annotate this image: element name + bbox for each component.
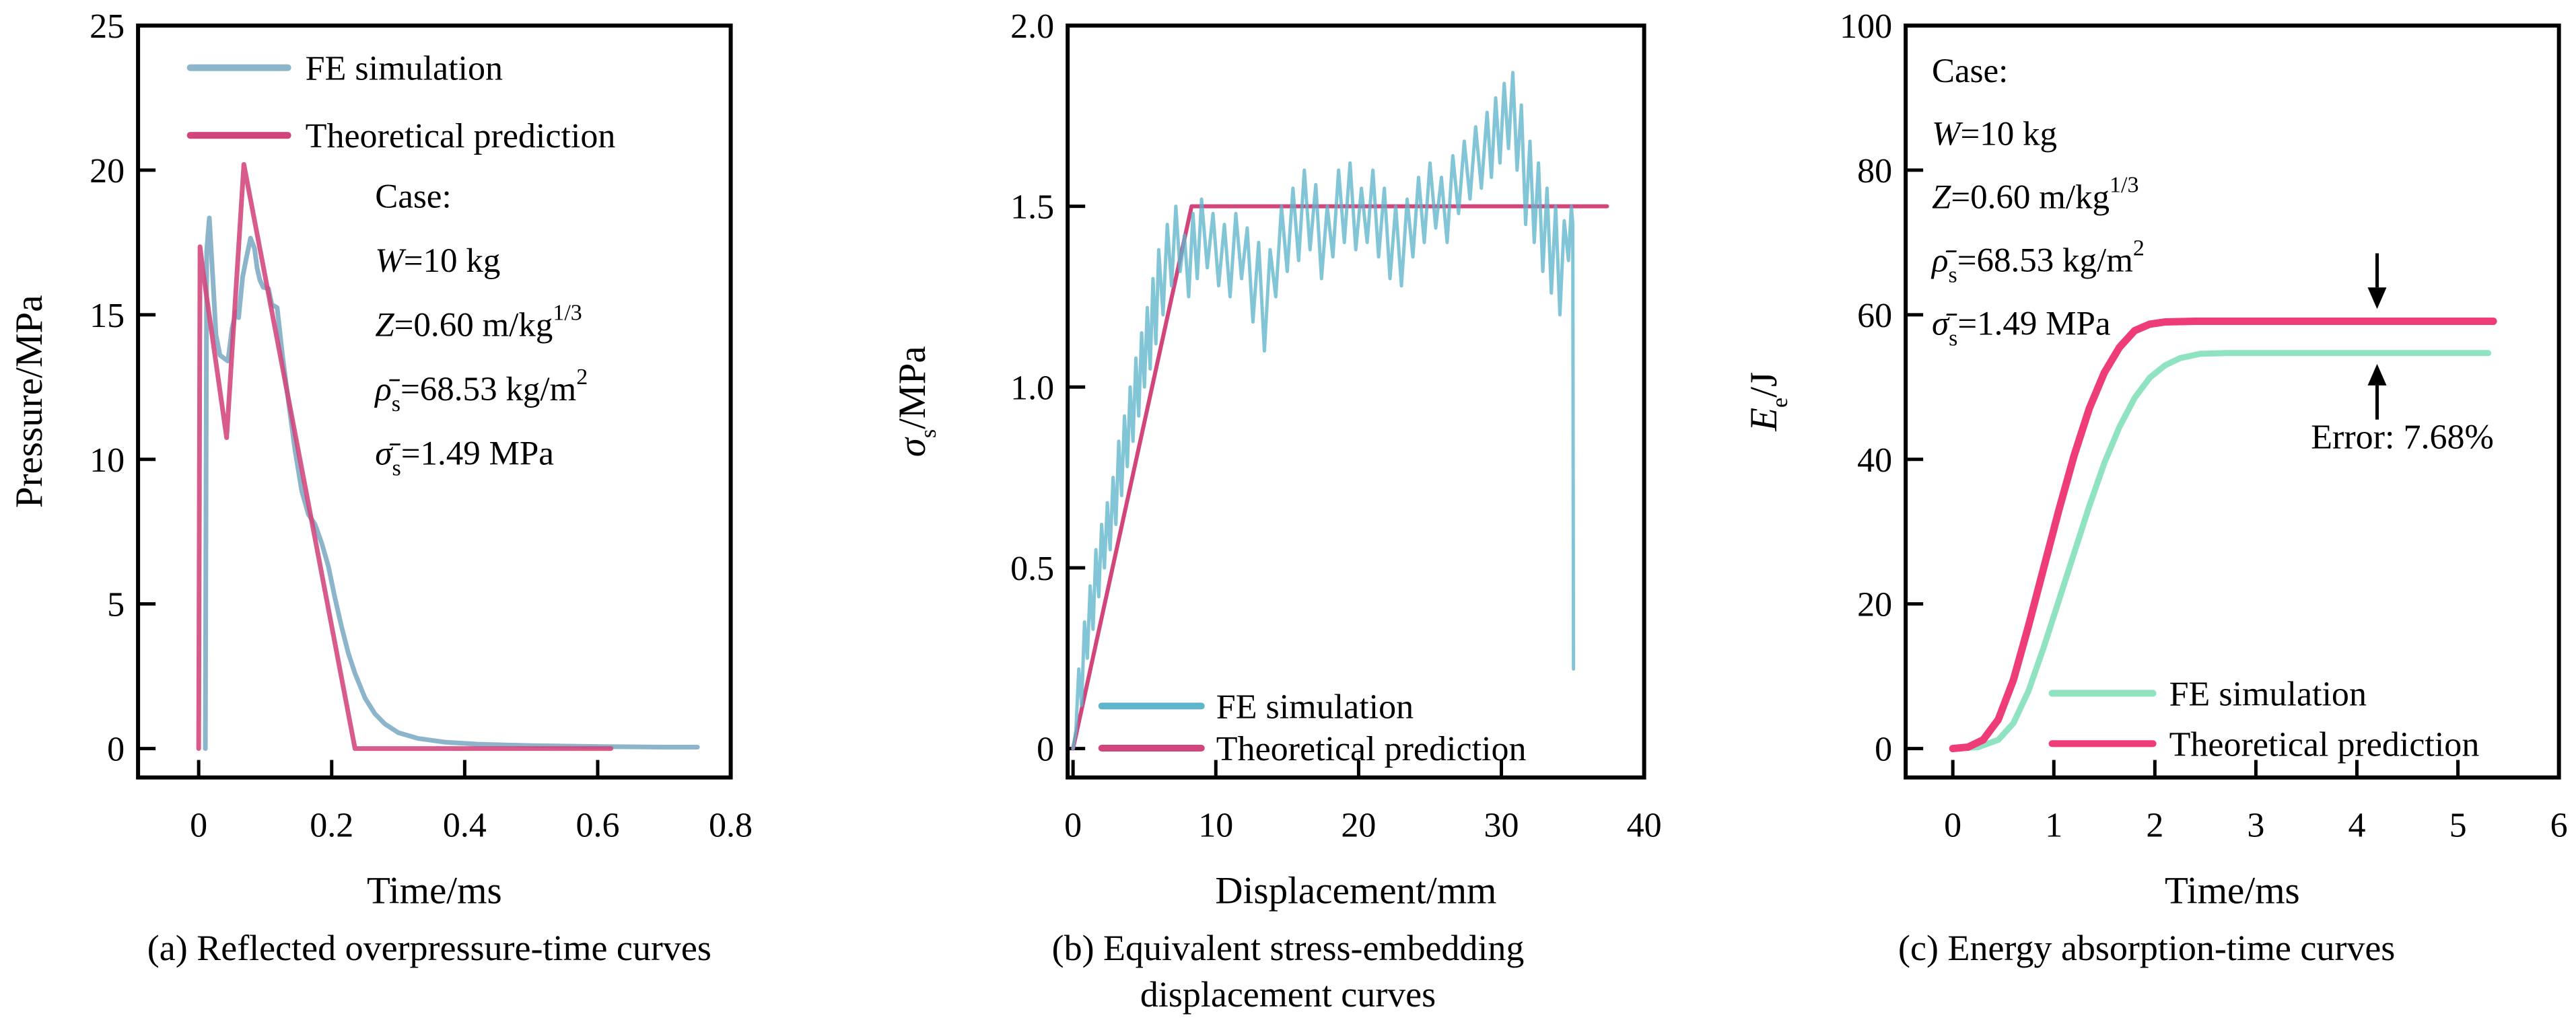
series-theoretical-prediction	[196, 161, 614, 752]
case-annotation-line: Case:	[375, 178, 451, 215]
legend-label: FE simulation	[1216, 688, 1413, 726]
y-tick-label: 0	[1875, 731, 1892, 769]
legend-label: Theoretical prediction	[306, 117, 616, 155]
y-tick-label: 1.0	[1010, 369, 1054, 407]
legend-label: FE simulation	[306, 50, 503, 88]
chart-a-reflected-overpressure: 0 0.2 0.4 0.6 0.8 0 5 10 15 20 25 Time/ms Pressure/M…	[8, 7, 753, 912]
x-tick-label: 10	[1198, 807, 1233, 845]
case-annotation-line: W=10 kg	[1932, 116, 2057, 153]
series-fe-simulation	[1071, 71, 1575, 751]
y-tick-label: 10	[90, 441, 125, 480]
y-tick-label: 1.5	[1010, 188, 1054, 227]
x-tick-label: 30	[1484, 807, 1519, 845]
arrow-head	[2367, 287, 2387, 309]
caption-b: (b) Equivalent stress-embedding displace…	[1051, 927, 1525, 1015]
y-tick-label: 0.5	[1010, 550, 1054, 588]
series-theoretical-prediction	[1070, 204, 1609, 751]
legend: FE simulation Theoretical prediction	[2048, 675, 2480, 764]
y-tick-label: 80	[1857, 152, 1892, 190]
case-annotation-line: W=10 kg	[375, 242, 500, 280]
series-fe-simulation	[1950, 350, 2492, 752]
legend-label: Theoretical prediction	[2169, 725, 2480, 764]
plot-box	[1904, 24, 2562, 780]
y-tick-label: 60	[1857, 297, 1892, 335]
x-tick-label: 0	[1945, 807, 1962, 845]
y-tick-label: 5	[107, 586, 125, 624]
chart-b-equivalent-stress: 0 10 20 30 40 0 0.5 1.0 1.5 2.0 Displacement/mm σs/…	[891, 7, 1662, 912]
y-axis-title: σs/MPa	[891, 346, 941, 457]
case-annotation: Case: W=10 kg Z=0.60 m/kg1/3 ρ̄s=68.53 kg/m…	[374, 178, 588, 480]
legend: FE simulation Theoretical prediction	[186, 50, 616, 155]
x-tick-label: 0	[190, 807, 207, 845]
x-tick-label: 6	[2550, 807, 2568, 845]
x-tick-label: 40	[1626, 807, 1661, 845]
y-tick-label: 0	[1037, 731, 1054, 769]
x-axis-title: Time/ms	[2165, 870, 2300, 912]
case-annotation-line: σ̄s=1.49 MPa	[375, 435, 554, 481]
case-annotation-line: ρ̄s=68.53 kg/m2	[374, 365, 588, 416]
y-tick-label: 0	[107, 731, 125, 769]
x-tick-label: 20	[1341, 807, 1376, 845]
plot-box	[136, 24, 733, 780]
caption-c: (c) Energy absorption-time curves	[1898, 927, 2396, 968]
x-tick-label: 0.2	[310, 807, 353, 845]
x-tick-label: 1	[2046, 807, 2063, 845]
panel-a: 0 0.2 0.4 0.6 0.8 0 5 10 15 20 25 Time/ms Pressure/M…	[0, 0, 859, 1026]
case-annotation-line: ρ̄s=68.53 kg/m2	[1930, 235, 2145, 287]
case-annotation: Case: W=10 kg Z=0.60 m/kg1/3 ρ̄s=68.53 kg/m…	[1930, 52, 2145, 351]
x-axis-title: Displacement/mm	[1215, 870, 1496, 912]
x-tick-label: 0	[1064, 807, 1082, 845]
axis-ticks: 0 0.2 0.4 0.6 0.8 0 5 10 15 20 25	[90, 7, 753, 845]
case-annotation-line: σ̄s=1.49 MPa	[1932, 305, 2111, 351]
panel-b: 0 10 20 30 40 0 0.5 1.0 1.5 2.0 Displacement/mm σs/…	[859, 0, 1718, 1026]
case-annotation-line: Z=0.60 m/kg1/3	[375, 301, 582, 344]
y-tick-label: 20	[1857, 586, 1892, 624]
series-fe-simulation	[203, 215, 700, 752]
legend-label: Theoretical prediction	[1216, 730, 1526, 768]
arrow-head	[2367, 363, 2387, 386]
y-axis-title: Ee/J	[1743, 372, 1792, 432]
series-theoretical-prediction	[1949, 318, 2497, 753]
y-tick-label: 2.0	[1010, 7, 1054, 46]
plot-box	[1065, 24, 1646, 780]
case-annotation-line: Z=0.60 m/kg1/3	[1932, 173, 2139, 217]
x-tick-label: 3	[2248, 807, 2265, 845]
x-tick-label: 2	[2147, 807, 2164, 845]
panel-c: 0 1 2 3 4 5 6 0 20 40 60 80 100 Time/ms Ee/J FE simulat…	[1717, 0, 2576, 1026]
legend-label: FE simulation	[2169, 675, 2367, 713]
x-axis-title: Time/ms	[367, 870, 502, 912]
y-tick-label: 15	[90, 297, 125, 335]
case-annotation-line: Case:	[1932, 52, 2008, 90]
axis-ticks: 0 10 20 30 40 0 0.5 1.0 1.5 2.0	[1010, 7, 1661, 845]
y-axis-title: Pressure/MPa	[8, 295, 50, 508]
y-tick-label: 20	[90, 152, 125, 190]
error-label: Error: 7.68%	[2311, 418, 2495, 457]
arrow-up	[2367, 363, 2387, 420]
y-tick-label: 100	[1840, 7, 1892, 46]
caption-a: (a) Reflected overpressure-time curves	[147, 927, 711, 968]
y-tick-label: 25	[90, 7, 125, 46]
x-tick-label: 4	[2348, 807, 2366, 845]
x-tick-label: 0.8	[709, 807, 753, 845]
legend: FE simulation Theoretical prediction	[1098, 688, 1526, 768]
x-tick-label: 0.4	[443, 807, 487, 845]
x-tick-label: 5	[2449, 807, 2467, 845]
arrow-down	[2367, 253, 2387, 309]
y-tick-label: 40	[1857, 441, 1892, 480]
x-tick-label: 0.6	[576, 807, 619, 845]
